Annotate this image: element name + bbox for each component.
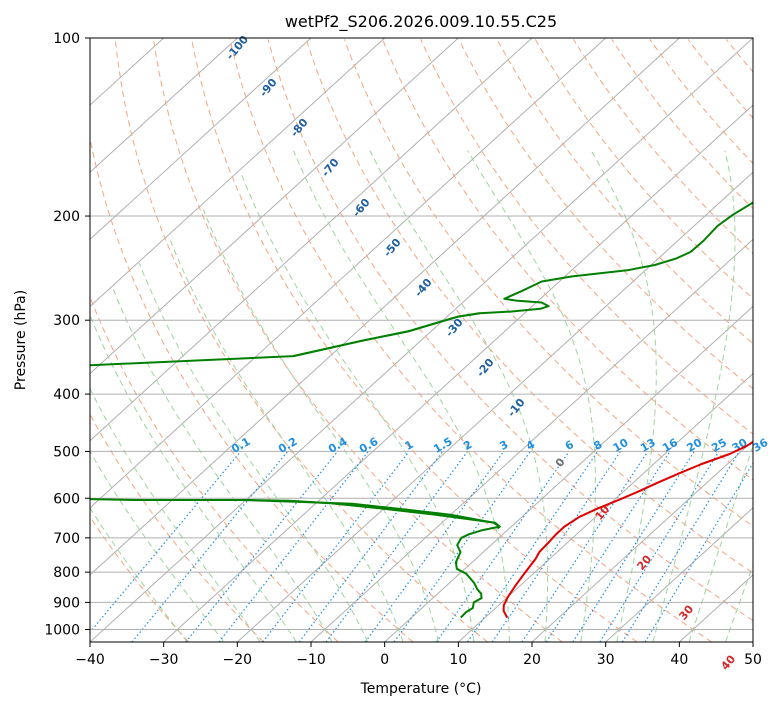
x-tick-label: 30 xyxy=(597,652,615,668)
x-tick-label: 40 xyxy=(670,652,688,668)
dewpoint-line-low xyxy=(242,499,502,530)
mixing-ratio-line xyxy=(218,451,369,642)
y-tick-label: 100 xyxy=(53,31,80,47)
y-axis-title: Pressure (hPa) xyxy=(13,290,29,390)
mixing-ratio-line xyxy=(262,451,410,642)
x-tick-label: −20 xyxy=(223,652,253,668)
moist-adiabat-line xyxy=(90,387,261,642)
x-tick-label: 0 xyxy=(380,652,389,668)
isotherm-line xyxy=(90,38,459,375)
mixing-ratio-line xyxy=(90,451,242,634)
y-tick-label: 1000 xyxy=(44,622,80,638)
mixing-ratio-line xyxy=(185,451,339,642)
dry-adiabat-line xyxy=(191,39,638,642)
moist-adiabat-line xyxy=(169,240,404,642)
isobar-grid xyxy=(90,38,753,630)
dry-adiabat-line xyxy=(534,39,753,300)
isotherm-line xyxy=(90,38,533,442)
dry-adiabat-line xyxy=(344,39,753,527)
mixing-ratio-line xyxy=(131,451,289,642)
dry-adiabat-line xyxy=(153,39,563,642)
mixing-ratio-line xyxy=(435,451,570,642)
moist-adiabat-line xyxy=(369,150,549,642)
x-tick-label: −10 xyxy=(296,652,326,668)
y-tick-label: 400 xyxy=(53,387,80,403)
mixing-ratio-line xyxy=(545,451,671,642)
mixing-ratio-line xyxy=(364,451,505,642)
mixing-ratio-lines xyxy=(90,451,753,642)
x-tick-label: 20 xyxy=(523,652,541,668)
dry-adiabat-line xyxy=(90,295,339,642)
dry-adiabat-line xyxy=(229,39,712,642)
dewpoint-line xyxy=(90,201,753,619)
x-tick-label: 50 xyxy=(744,652,762,668)
y-tick-label: 900 xyxy=(53,595,80,611)
chart-title: wetPf2_S206.2026.009.10.55.C25 xyxy=(285,12,557,32)
y-tick-label: 700 xyxy=(53,531,80,547)
mixing-ratio-line xyxy=(644,462,753,642)
isotherm-line xyxy=(90,38,607,509)
isotherm-grid xyxy=(90,38,753,642)
x-axis-title: Temperature (°C) xyxy=(360,681,482,697)
moist-adiabat-line xyxy=(90,507,188,642)
isotherm-line xyxy=(90,38,753,642)
y-tick-label: 300 xyxy=(53,313,80,329)
isotherm-line xyxy=(457,372,753,642)
isotherm-line xyxy=(90,38,680,576)
mixing-ratio-line xyxy=(599,451,720,642)
isotherm-line xyxy=(605,507,753,642)
x-tick-label: 10 xyxy=(449,652,467,668)
dry-adiabat-line xyxy=(305,39,753,574)
y-tick-label: 200 xyxy=(53,209,80,225)
dewpoint-line-mid xyxy=(293,312,480,358)
moist-adiabat-line xyxy=(90,450,225,642)
dry-adiabat-line xyxy=(90,413,264,642)
moist-adiabat-line xyxy=(112,288,333,642)
isotherm-line xyxy=(90,38,238,173)
plot-frame xyxy=(89,37,754,643)
y-tick-label: 600 xyxy=(53,491,80,507)
dry-adiabat-line xyxy=(90,135,414,642)
mixing-ratio-line xyxy=(621,451,740,642)
isotherm-line xyxy=(531,439,753,642)
isotherm-line xyxy=(236,171,753,642)
isotherm-line xyxy=(310,238,753,642)
isotherm-line xyxy=(90,38,312,241)
moist-adiabat-line xyxy=(467,150,596,642)
dry-adiabat-line xyxy=(496,39,753,345)
moist-adiabat-line xyxy=(293,150,510,642)
x-tick-label: −40 xyxy=(75,652,105,668)
dry-adiabat-line xyxy=(649,39,753,165)
isotherm-line xyxy=(384,305,753,642)
x-tick-label: −30 xyxy=(149,652,179,668)
sounding-series xyxy=(90,201,753,619)
isotherm-line xyxy=(90,38,386,308)
y-tick-label: 800 xyxy=(53,565,80,581)
y-tick-label: 500 xyxy=(53,444,80,460)
moist-adiabat-line xyxy=(90,313,297,642)
mixing-ratio-line xyxy=(467,451,599,642)
dry-adiabat-line xyxy=(382,39,753,481)
dry-adiabat-lines xyxy=(90,39,753,642)
dry-adiabat-line xyxy=(458,39,753,390)
x-axis: −40 −30 −20 −10 0 10 20 30 40 50 xyxy=(75,642,762,668)
temperature-line xyxy=(502,440,753,619)
dry-adiabat-line xyxy=(573,39,753,255)
y-axis: 1000 900 800 700 600 500 400 300 200 100 xyxy=(44,31,90,638)
isotherm-line xyxy=(163,104,753,642)
mixing-ratio-line xyxy=(572,451,695,642)
mixing-ratio-line xyxy=(393,451,531,642)
